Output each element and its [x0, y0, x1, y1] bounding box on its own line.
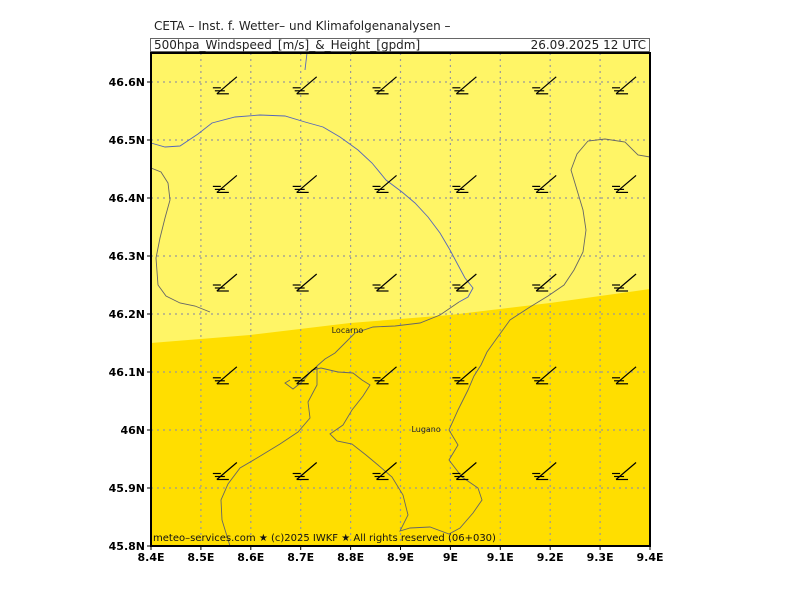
- wind-barb: [292, 76, 318, 95]
- wind-barbs: [212, 76, 637, 481]
- footer-credits: meteo–services.com ★ (c)2025 IWKF ★ All …: [153, 533, 496, 544]
- city-label-lugano: Lugano: [411, 425, 441, 434]
- lon-tick-label: 8.5E: [187, 551, 214, 564]
- wind-barb: [532, 76, 557, 95]
- wind-barb: [372, 273, 397, 292]
- wind-barb: [372, 76, 397, 95]
- city-label-locarno: Locarno: [331, 326, 364, 336]
- wind-barb: [612, 273, 637, 292]
- lon-tick-label: 9.4E: [636, 551, 663, 564]
- wind-barb: [452, 76, 477, 95]
- lon-tick-label: 9.2E: [537, 551, 564, 564]
- header-title: CETA – Inst. f. Wetter– und Klimafolgena…: [154, 19, 451, 33]
- lon-tick-label: 8.7E: [287, 551, 314, 564]
- grid-lines: [151, 53, 650, 546]
- subtitle-box: 500hpa_Windspeed_[m/s]_&_Height_[gpdm] 2…: [150, 38, 650, 52]
- wind-barb: [292, 366, 318, 385]
- lat-tick-label: 45.8N: [109, 540, 145, 553]
- wind-barb: [292, 174, 318, 193]
- lat-tick-label: 46.4N: [109, 192, 145, 205]
- wind-barb: [212, 76, 238, 95]
- lat-tick-label: 46.5N: [109, 134, 145, 147]
- lon-tick-label: 9E: [443, 551, 458, 564]
- wind-speed-band: [151, 289, 650, 546]
- wind-barb: [212, 462, 238, 481]
- wind-barb: [532, 273, 557, 292]
- lake-shore: [220, 301, 460, 547]
- wind-barb: [612, 462, 637, 481]
- lat-tick-label: 45.9N: [109, 482, 145, 495]
- lat-tick-label: 46N: [120, 424, 145, 437]
- borders: [150, 52, 651, 547]
- wind-barb: [532, 366, 557, 385]
- lat-tick-label: 46.2N: [109, 308, 145, 321]
- border-north-top: [304, 52, 308, 71]
- wind-barb: [372, 174, 397, 193]
- wind-barb: [452, 174, 477, 193]
- lon-tick-label: 9.3E: [587, 551, 614, 564]
- axis-ticks: 46.6N 46.5N 46.4N 46.3N 46.2N 46.1N 46N 45.9N 45…: [109, 76, 664, 564]
- wind-barb: [212, 174, 238, 193]
- wind-barb: [612, 174, 637, 193]
- wind-barb: [372, 462, 397, 481]
- lon-tick-label: 8.4E: [137, 551, 164, 564]
- lon-tick-label: 8.6E: [237, 551, 264, 564]
- wind-barb: [452, 462, 477, 481]
- lat-tick-label: 46.1N: [109, 366, 145, 379]
- wind-barb: [612, 366, 637, 385]
- wind-barb: [372, 366, 397, 385]
- datetime-label: 26.09.2025 12 UTC: [530, 38, 646, 52]
- lon-tick-label: 8.8E: [337, 551, 364, 564]
- border-west: [150, 167, 211, 313]
- lat-tick-label: 46.6N: [109, 76, 145, 89]
- border-east: [284, 138, 651, 535]
- wind-barb: [452, 273, 477, 292]
- wind-barb: [532, 462, 557, 481]
- lon-tick-label: 8.9E: [387, 551, 414, 564]
- wind-barb: [212, 273, 238, 292]
- wind-barb: [612, 76, 637, 95]
- wind-barb: [292, 273, 318, 292]
- wind-barb: [292, 462, 318, 481]
- border-north: [150, 114, 474, 303]
- wind-barb: [212, 366, 238, 385]
- wind-barb: [452, 366, 477, 385]
- lat-tick-label: 46.3N: [109, 250, 145, 263]
- lon-tick-label: 9.1E: [487, 551, 514, 564]
- wind-barb: [532, 174, 557, 193]
- parameter-label: 500hpa_Windspeed_[m/s]_&_Height_[gpdm]: [154, 38, 421, 52]
